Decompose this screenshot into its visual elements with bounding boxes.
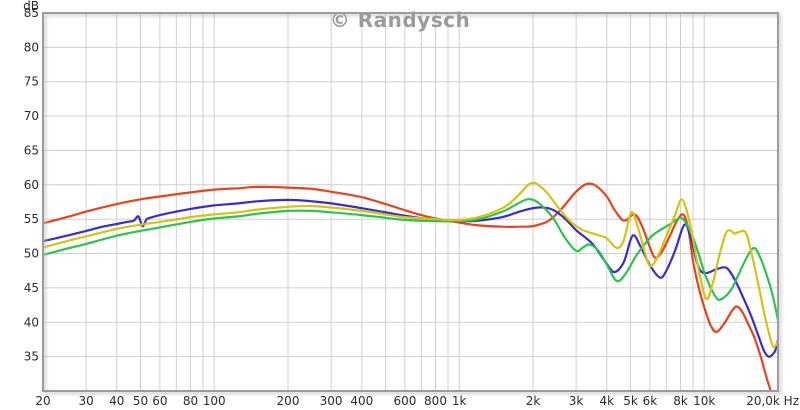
y-tick-label-80: 80 [24,40,39,54]
x-tick-label-300: 300 [320,394,343,408]
y-tick-label-35: 35 [24,350,39,364]
x-tick-label-1000: 1k [452,394,467,408]
y-tick-label-40: 40 [24,315,39,329]
grid-lines [43,13,778,391]
y-tick-label-65: 65 [24,144,39,158]
curve-trace-red-orange [42,182,772,392]
y-tick-label-60: 60 [24,178,39,192]
curve-trace-green [42,198,779,322]
x-tick-label-8000: 8k [673,394,688,408]
y-tick-label-45: 45 [24,281,39,295]
y-tick-label-75: 75 [24,75,39,89]
x-tick-label-800: 800 [424,394,447,408]
curve-trace-blue [42,198,779,358]
x-tick-label-2000: 2k [526,394,541,408]
x-tick-label-400: 400 [350,394,373,408]
x-tick-label-200: 200 [277,394,300,408]
y-tick-label-55: 55 [24,212,39,226]
x-tick-label-40: 40 [109,394,124,408]
x-tick-label-10000: 10k [693,394,715,408]
x-tick-label-50: 50 [133,394,148,408]
x-tick-label-5000: 5k [623,394,638,408]
x-tick-label-60: 60 [152,394,167,408]
x-tick-label-20: 20 [35,394,50,408]
curve-trace-yellow [42,181,779,349]
x-tick-label-4000: 4k [600,394,615,408]
y-axis-unit-label: dB [23,0,39,13]
y-tick-label-70: 70 [24,109,39,123]
y-tick-label-50: 50 [24,247,39,261]
x-tick-label-3000: 3k [569,394,584,408]
x-tick-label-600: 600 [393,394,416,408]
x-tick-label-6000: 6k [643,394,658,408]
plot-frame [42,12,779,392]
x-tick-label-20000: 20,0k Hz [746,394,799,408]
y-tick-label-85: 85 [24,6,39,20]
x-axis-labels: 20 30 40 50 60 80 100 200 300 400 600 800 1k 2k 3k 4k 5k… [35,394,799,408]
x-tick-label-80: 80 [183,394,198,408]
x-tick-label-30: 30 [78,394,93,408]
curves [42,181,779,392]
x-tick-label-100: 100 [203,394,226,408]
